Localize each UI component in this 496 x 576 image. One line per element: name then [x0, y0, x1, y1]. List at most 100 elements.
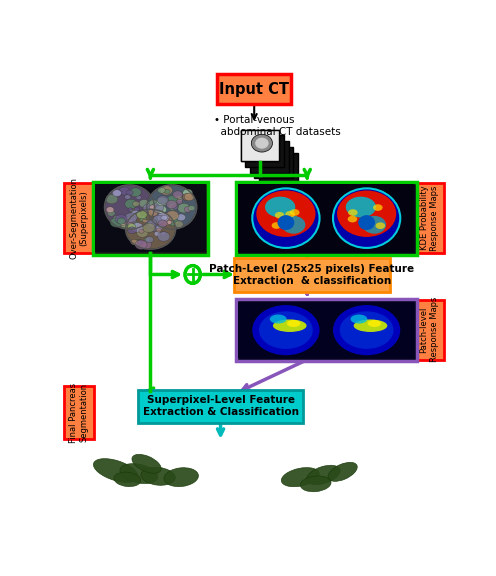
Ellipse shape — [287, 320, 300, 327]
Ellipse shape — [149, 205, 156, 210]
Ellipse shape — [136, 211, 147, 219]
Text: • Portal-venous
  abdominal CT datasets: • Portal-venous abdominal CT datasets — [214, 115, 341, 137]
Ellipse shape — [106, 195, 118, 204]
Ellipse shape — [128, 208, 133, 211]
Ellipse shape — [161, 218, 171, 225]
Ellipse shape — [166, 200, 177, 209]
Ellipse shape — [143, 204, 155, 213]
Ellipse shape — [125, 215, 137, 224]
Ellipse shape — [142, 219, 147, 223]
Ellipse shape — [93, 458, 138, 482]
Ellipse shape — [158, 187, 165, 194]
Ellipse shape — [161, 215, 168, 220]
Ellipse shape — [166, 196, 178, 204]
Ellipse shape — [147, 219, 157, 227]
Ellipse shape — [126, 219, 138, 228]
Ellipse shape — [270, 314, 287, 324]
Ellipse shape — [144, 237, 150, 242]
FancyBboxPatch shape — [254, 147, 293, 179]
Ellipse shape — [154, 231, 161, 236]
Ellipse shape — [127, 227, 136, 234]
Ellipse shape — [153, 215, 165, 224]
FancyBboxPatch shape — [234, 258, 389, 292]
Ellipse shape — [108, 210, 115, 216]
Ellipse shape — [375, 222, 385, 229]
Ellipse shape — [177, 214, 186, 221]
Ellipse shape — [188, 206, 195, 211]
Ellipse shape — [157, 213, 169, 222]
Ellipse shape — [114, 472, 141, 487]
Ellipse shape — [147, 221, 157, 229]
Ellipse shape — [282, 216, 306, 234]
FancyBboxPatch shape — [415, 183, 444, 253]
Ellipse shape — [301, 476, 331, 492]
FancyBboxPatch shape — [236, 300, 417, 361]
FancyBboxPatch shape — [64, 183, 94, 253]
FancyBboxPatch shape — [415, 300, 444, 359]
Ellipse shape — [285, 211, 295, 218]
Ellipse shape — [290, 209, 300, 216]
Ellipse shape — [307, 465, 340, 484]
Ellipse shape — [119, 220, 126, 225]
Ellipse shape — [259, 312, 313, 349]
Ellipse shape — [135, 214, 142, 219]
Ellipse shape — [265, 196, 295, 218]
Ellipse shape — [346, 196, 376, 218]
Ellipse shape — [348, 216, 357, 222]
Ellipse shape — [176, 195, 182, 200]
Ellipse shape — [337, 191, 396, 237]
Ellipse shape — [115, 214, 127, 223]
Ellipse shape — [340, 312, 393, 349]
Ellipse shape — [139, 229, 144, 233]
Circle shape — [185, 266, 200, 283]
Ellipse shape — [160, 217, 172, 226]
Ellipse shape — [136, 195, 141, 199]
Ellipse shape — [131, 210, 140, 217]
Ellipse shape — [157, 195, 169, 204]
Ellipse shape — [134, 207, 140, 211]
Ellipse shape — [354, 320, 387, 332]
Ellipse shape — [156, 197, 168, 206]
Ellipse shape — [145, 220, 150, 224]
Ellipse shape — [178, 203, 190, 213]
Ellipse shape — [177, 198, 183, 202]
Ellipse shape — [183, 194, 192, 201]
Ellipse shape — [156, 228, 161, 232]
Bar — [238, 302, 415, 358]
Ellipse shape — [155, 225, 163, 230]
Ellipse shape — [151, 203, 164, 213]
FancyBboxPatch shape — [245, 135, 284, 167]
Ellipse shape — [333, 188, 400, 248]
Ellipse shape — [128, 223, 134, 228]
Ellipse shape — [155, 205, 167, 214]
Ellipse shape — [125, 199, 137, 209]
Ellipse shape — [183, 189, 192, 196]
Ellipse shape — [129, 209, 134, 213]
Ellipse shape — [124, 195, 131, 199]
Ellipse shape — [117, 218, 125, 224]
Ellipse shape — [333, 305, 400, 355]
Text: Patch-Level (25x25 pixels) Feature
Extraction  & classification: Patch-Level (25x25 pixels) Feature Extra… — [209, 264, 415, 286]
Ellipse shape — [277, 215, 294, 230]
Ellipse shape — [119, 218, 132, 228]
Text: Over-Segmentation
(Superpixels): Over-Segmentation (Superpixels) — [69, 177, 89, 259]
Ellipse shape — [256, 191, 315, 237]
Ellipse shape — [127, 223, 136, 230]
Ellipse shape — [133, 201, 139, 206]
Ellipse shape — [173, 191, 183, 199]
Ellipse shape — [368, 320, 381, 327]
Ellipse shape — [143, 223, 155, 233]
Text: Superpixel-Level Feature
Extraction & Classification: Superpixel-Level Feature Extraction & Cl… — [142, 395, 299, 417]
Ellipse shape — [125, 213, 137, 222]
Ellipse shape — [168, 217, 179, 226]
Ellipse shape — [363, 216, 386, 234]
Ellipse shape — [137, 240, 143, 245]
Text: Patch-level
Response Maps: Patch-level Response Maps — [420, 297, 439, 362]
Ellipse shape — [176, 199, 183, 204]
Ellipse shape — [113, 190, 122, 196]
Ellipse shape — [164, 468, 198, 487]
Ellipse shape — [154, 214, 163, 221]
FancyBboxPatch shape — [217, 74, 291, 104]
Ellipse shape — [141, 467, 176, 485]
Ellipse shape — [351, 314, 368, 324]
